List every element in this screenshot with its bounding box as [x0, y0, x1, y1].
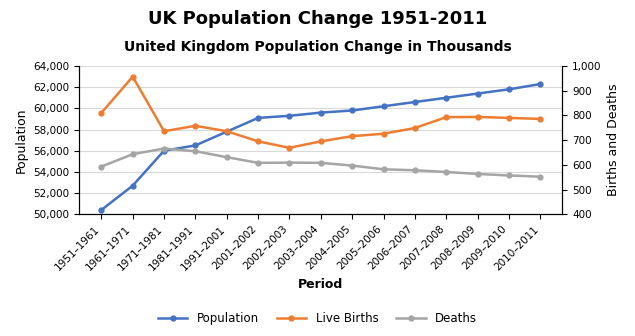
Live Births: [443, 115, 450, 119]
Live Births: [160, 129, 168, 133]
Population: [223, 130, 231, 134]
Deaths: [192, 149, 199, 153]
Live Births: [474, 115, 481, 119]
Deaths: [160, 146, 168, 151]
Line: Live Births: Live Births: [99, 74, 543, 150]
Deaths: [98, 165, 105, 169]
X-axis label: Period: Period: [298, 278, 344, 291]
Live Births: [411, 126, 418, 130]
Population: [505, 87, 512, 91]
Population: [380, 104, 387, 108]
Line: Deaths: Deaths: [99, 146, 543, 179]
Deaths: [223, 155, 231, 159]
Population: [537, 82, 544, 86]
Deaths: [380, 167, 387, 171]
Live Births: [129, 75, 137, 79]
Population: [286, 114, 293, 118]
Population: [474, 91, 481, 95]
Population: [254, 116, 262, 120]
Deaths: [411, 168, 418, 172]
Deaths: [254, 161, 262, 165]
Population: [411, 100, 418, 104]
Population: [192, 143, 199, 148]
Deaths: [505, 173, 512, 177]
Population: [160, 149, 168, 153]
Deaths: [129, 152, 137, 156]
Live Births: [254, 139, 262, 143]
Y-axis label: Births and Deaths: Births and Deaths: [607, 84, 620, 196]
Population: [349, 109, 356, 113]
Population: [443, 96, 450, 100]
Deaths: [474, 172, 481, 176]
Live Births: [537, 117, 544, 121]
Population: [98, 208, 105, 212]
Text: UK Population Change 1951-2011: UK Population Change 1951-2011: [148, 10, 487, 28]
Population: [317, 111, 324, 115]
Live Births: [380, 132, 387, 136]
Deaths: [443, 170, 450, 174]
Live Births: [317, 139, 324, 143]
Live Births: [98, 111, 105, 115]
Deaths: [286, 161, 293, 165]
Live Births: [286, 146, 293, 150]
Deaths: [317, 161, 324, 165]
Deaths: [537, 175, 544, 179]
Text: United Kingdom Population Change in Thousands: United Kingdom Population Change in Thou…: [124, 40, 511, 54]
Live Births: [223, 129, 231, 133]
Legend: Population, Live Births, Deaths: Population, Live Births, Deaths: [153, 308, 482, 330]
Line: Population: Population: [99, 82, 543, 212]
Live Births: [192, 124, 199, 128]
Live Births: [349, 134, 356, 138]
Population: [129, 184, 137, 188]
Deaths: [349, 164, 356, 168]
Y-axis label: Population: Population: [15, 108, 28, 173]
Live Births: [505, 116, 512, 120]
